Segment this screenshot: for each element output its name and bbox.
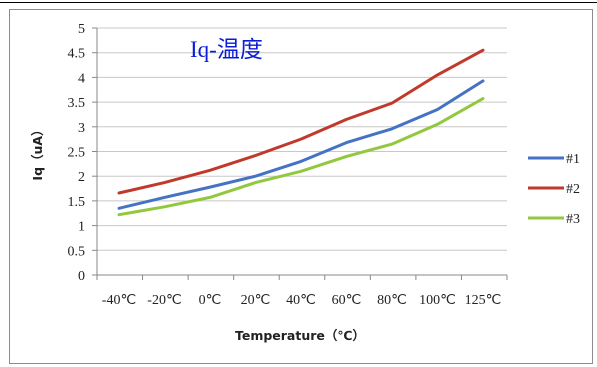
y-tick-label: 4 xyxy=(78,71,85,86)
series-line xyxy=(117,97,485,217)
y-tick-label: 4.5 xyxy=(68,47,86,62)
y-tick-labels: 0 0.5 1 1.5 2 2.5 3 3.5 4 4.5 5 xyxy=(68,22,86,284)
legend-label: #1 xyxy=(566,152,580,167)
y-tick-label: 2 xyxy=(78,170,85,185)
legend: #1 #2 #3 xyxy=(528,152,580,227)
x-tick-label: 100℃ xyxy=(419,293,456,308)
series-lines xyxy=(117,48,485,217)
y-tick-label: 3.5 xyxy=(68,96,86,111)
x-tick-labels: -40℃ -20℃ 0℃ 20℃ 40℃ 60℃ 80℃ 100℃ 125℃ xyxy=(102,293,502,308)
y-tick-label: 0 xyxy=(78,269,85,284)
x-tick-label: 125℃ xyxy=(465,293,502,308)
x-tick-label: 20℃ xyxy=(241,293,271,308)
x-tick-label: 40℃ xyxy=(286,293,316,308)
x-tick-label: 60℃ xyxy=(332,293,362,308)
top-rule xyxy=(0,2,597,3)
chart-area xyxy=(9,9,593,364)
y-tick-label: 3 xyxy=(78,121,85,136)
series-line xyxy=(117,48,485,195)
x-tick-label: 0℃ xyxy=(199,293,222,308)
x-tick-label: -20℃ xyxy=(147,293,181,308)
x-tick-label: -40℃ xyxy=(102,293,136,308)
y-tick-label: 5 xyxy=(78,22,85,37)
x-tick-label: 80℃ xyxy=(377,293,407,308)
y-tick-label: 1 xyxy=(78,220,85,235)
y-axis-title: Iq（uA） xyxy=(30,123,45,180)
legend-label: #2 xyxy=(566,182,580,197)
y-tick-label: 1.5 xyxy=(68,195,86,210)
gridlines xyxy=(92,27,508,280)
legend-label: #3 xyxy=(566,212,580,227)
chart-title: Iq-温度 xyxy=(190,37,263,62)
y-tick-label: 2.5 xyxy=(68,146,86,161)
x-axis-title: Temperature（℃） xyxy=(235,328,365,343)
y-tick-label: 0.5 xyxy=(68,244,86,259)
series-line xyxy=(117,79,485,210)
